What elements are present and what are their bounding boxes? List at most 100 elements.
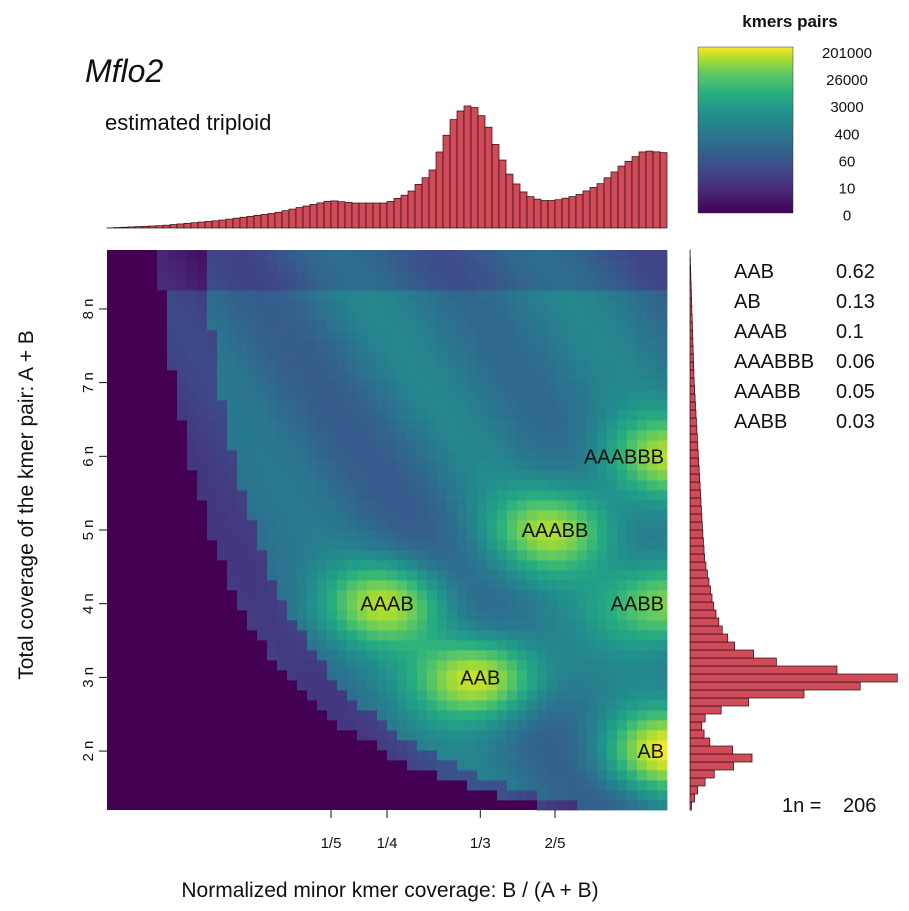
heatmap-cell: [397, 340, 408, 351]
heatmap-cell: [607, 430, 618, 441]
heatmap-cell: [457, 300, 468, 311]
heatmap-cell: [157, 280, 168, 291]
right-histogram: [689, 249, 898, 811]
right-histogram-bar: [689, 433, 698, 443]
heatmap-cell: [417, 740, 428, 751]
heatmap-cell: [417, 290, 428, 301]
heatmap-cell: [337, 650, 348, 661]
heatmap-cell: [447, 680, 458, 691]
heatmap-cell: [307, 570, 318, 581]
heatmap-cell: [347, 360, 358, 371]
top-histogram-bar: [617, 165, 626, 229]
heatmap-cell: [247, 510, 258, 521]
right-histogram-bar: [689, 281, 692, 291]
x-axis-ticks: 1/5 1/4 1/3 2/5: [321, 810, 565, 852]
heatmap-cell: [547, 680, 558, 691]
heatmap-cell: [387, 390, 398, 401]
heatmap-cell: [307, 430, 318, 441]
heatmap-cell: [477, 690, 488, 701]
heatmap-cell: [287, 470, 298, 481]
right-histogram-bar: [689, 665, 838, 675]
heatmap-cell: [397, 600, 408, 611]
top-histogram-bar: [442, 134, 451, 229]
heatmap-cell: [567, 300, 578, 311]
heatmap-cell: [477, 390, 488, 401]
heatmap-cell: [237, 530, 248, 541]
heatmap-cell: [327, 400, 338, 411]
heatmap-cell: [557, 440, 568, 451]
heatmap-cell: [267, 370, 278, 381]
heatmap-cell: [517, 250, 528, 261]
heatmap-cell: [417, 450, 428, 461]
heatmap-cell: [257, 430, 268, 441]
heatmap-cell: [507, 420, 518, 431]
heatmap-cell: [457, 510, 468, 521]
heatmap-cell: [287, 370, 298, 381]
heatmap-cell: [637, 570, 648, 581]
heatmap-cell: [527, 770, 538, 781]
heatmap-cell: [587, 470, 598, 481]
heatmap-cell: [317, 380, 328, 391]
right-histogram-bar: [689, 273, 692, 283]
heatmap-cell: [487, 340, 498, 351]
heatmap-cell: [427, 670, 438, 681]
heatmap-cell: [527, 710, 538, 721]
heatmap-cell: [417, 710, 428, 721]
heatmap-cell: [347, 450, 358, 461]
heatmap-cell: [207, 340, 218, 351]
heatmap-cell: [347, 260, 358, 271]
heatmap-cell: [347, 510, 358, 521]
heatmap-cell: [287, 520, 298, 531]
heatmap-cell: [577, 490, 588, 501]
heatmap-cell: [537, 750, 548, 761]
heatmap-cell: [597, 340, 608, 351]
heatmap-cell: [437, 340, 448, 351]
heatmap-cell: [197, 340, 208, 351]
heatmap-cell: [297, 340, 308, 351]
heatmap-cell: [407, 600, 418, 611]
x-tick-label: 1/4: [377, 835, 398, 852]
heatmap-cell: [447, 450, 458, 461]
heatmap-cell: [607, 350, 618, 361]
heatmap-cell: [607, 750, 618, 761]
heatmap-cell: [537, 770, 548, 781]
heatmap-cell: [417, 430, 428, 441]
heatmap-cell: [407, 690, 418, 701]
heatmap-cell: [287, 670, 298, 681]
top-histogram-bar: [561, 197, 570, 229]
top-histogram-bar: [232, 217, 241, 229]
heatmap-cell: [637, 500, 648, 511]
heatmap-cell: [457, 580, 468, 591]
heatmap-cell: [397, 620, 408, 631]
heatmap-cell: [607, 400, 618, 411]
heatmap-cell: [507, 270, 518, 281]
heatmap-cell: [537, 760, 548, 771]
heatmap-cell: [527, 580, 538, 591]
heatmap-cell: [247, 620, 258, 631]
heatmap-cell: [187, 390, 198, 401]
heatmap-cell: [497, 660, 508, 671]
heatmap-cell: [547, 350, 558, 361]
heatmap-cell: [357, 380, 368, 391]
heatmap-cell: [167, 330, 178, 341]
heatmap-cell: [627, 300, 638, 311]
heatmap-cell: [417, 610, 428, 621]
heatmap-cell: [277, 660, 288, 671]
heatmap-cell: [467, 550, 478, 561]
heatmap-cell: [507, 760, 518, 771]
top-histogram-bar: [372, 202, 381, 229]
heatmap-cell: [457, 540, 468, 551]
heatmap-cell: [627, 620, 638, 631]
heatmap-cell: [377, 600, 388, 611]
heatmap-cell: [497, 730, 508, 741]
heatmap-cell: [437, 560, 448, 571]
heatmap-cell: [397, 630, 408, 641]
heatmap-cell: [657, 310, 668, 321]
heatmap-cell: [187, 420, 198, 431]
heatmap-cell: [197, 410, 208, 421]
heatmap-cell: [397, 470, 408, 481]
heatmap-cell: [267, 630, 278, 641]
heatmap-cell: [467, 720, 478, 731]
heatmap-cell: [637, 550, 648, 561]
heatmap-cell: [397, 250, 408, 261]
